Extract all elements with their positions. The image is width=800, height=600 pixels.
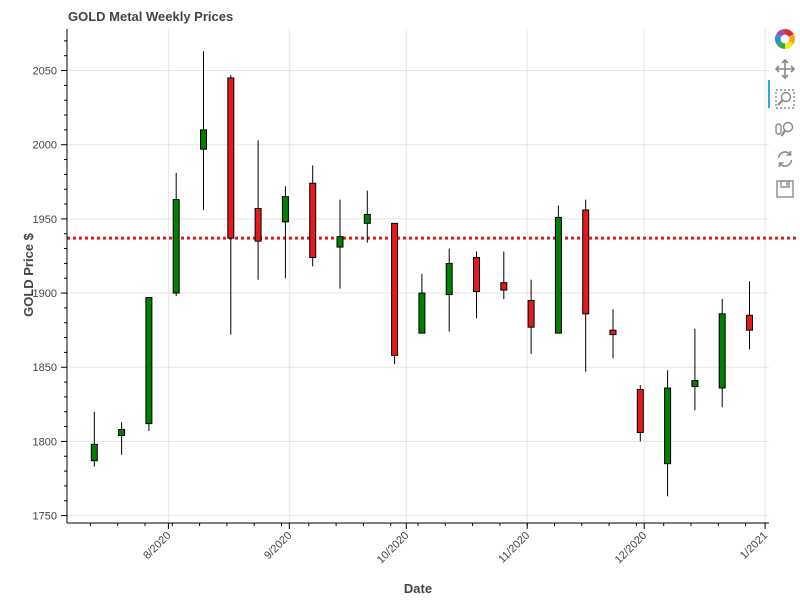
candle-body-down <box>609 329 617 336</box>
candle-2020-09-28 <box>391 222 399 365</box>
y-tick-label: 1750 <box>33 511 57 523</box>
candle-body-down <box>500 282 508 291</box>
candle-2020-12-07 <box>664 370 672 497</box>
candle-body-down <box>473 256 480 293</box>
candle-body-up <box>336 236 344 248</box>
candle-body-up <box>718 313 726 389</box>
candle-2020-10-12 <box>445 248 453 332</box>
chart-title: GOLD Metal Weekly Prices <box>68 9 234 24</box>
wheel-zoom-tool-icon[interactable] <box>772 116 798 142</box>
candle-2020-08-17 <box>227 74 235 335</box>
y-tick-label: 1950 <box>33 214 57 226</box>
candle-2020-09-21 <box>363 190 371 243</box>
save-tool-icon[interactable] <box>772 176 798 202</box>
y-tick-label: 1900 <box>33 288 57 300</box>
y-axis-title: GOLD Price $ <box>21 232 36 317</box>
y-tick-label: 2050 <box>33 66 57 78</box>
grid <box>67 29 769 523</box>
candle-2020-08-31 <box>281 186 289 279</box>
candle-2020-10-26 <box>500 251 508 299</box>
x-tick-label: 8/2020 <box>141 530 173 562</box>
candle-2020-08-03 <box>172 172 180 297</box>
candle-body-down <box>636 388 644 434</box>
candle-2020-11-30 <box>636 385 644 442</box>
candle-body-up <box>200 129 207 150</box>
candle-body-up <box>445 262 453 296</box>
candle-body-up <box>145 297 153 425</box>
y-tick-label: 2000 <box>33 140 57 152</box>
candle-body-up <box>90 443 98 462</box>
candle-2020-11-16 <box>582 199 590 372</box>
x-tick-label: 10/2020 <box>375 530 412 567</box>
candle-2020-07-20 <box>118 422 126 455</box>
bokeh-logo-icon[interactable] <box>772 26 798 52</box>
x-tick-label: 11/2020 <box>496 530 532 566</box>
candle-2020-08-10 <box>200 51 207 210</box>
active-tool-indicator <box>768 80 770 108</box>
candle-body-up <box>554 216 562 334</box>
candle-body-up <box>664 387 672 465</box>
candle-body-down <box>227 77 235 239</box>
candle-body-up <box>118 429 126 436</box>
candle-2020-07-27 <box>145 297 153 432</box>
candles <box>90 51 753 497</box>
candle-2020-12-14 <box>691 328 699 411</box>
candle-body-up <box>172 199 180 294</box>
axes: 1750 1800 1850 1900 1950 2000 2050 8/2020 9/2020… <box>33 29 770 567</box>
candle-2020-11-09 <box>554 205 562 334</box>
candle-2020-07-13 <box>90 411 98 467</box>
x-tick-label: 12/2020 <box>613 530 650 567</box>
candle-2020-12-21 <box>718 298 726 408</box>
candle-body-down <box>391 222 399 356</box>
candle-2020-10-05 <box>418 273 426 334</box>
x-axis-title: Date <box>404 581 432 596</box>
candle-2020-12-28 <box>746 281 753 350</box>
candle-body-up <box>418 292 426 334</box>
candle-body-down <box>254 208 262 242</box>
candle-2020-09-07 <box>309 165 317 267</box>
reset-tool-icon[interactable] <box>772 146 798 172</box>
candle-body-up <box>691 380 699 388</box>
candle-body-down <box>309 182 317 258</box>
candle-2020-09-14 <box>336 199 344 289</box>
candle-2020-11-02 <box>527 279 535 354</box>
y-tick-label: 1800 <box>33 436 57 448</box>
candle-body-down <box>582 209 590 315</box>
x-tick-label: 9/2020 <box>262 530 294 562</box>
pan-tool-icon[interactable] <box>772 56 798 82</box>
candle-body-up <box>363 213 371 224</box>
candle-2020-10-19 <box>473 251 480 319</box>
box-zoom-tool-icon[interactable] <box>772 86 798 112</box>
candle-2020-11-23 <box>609 309 617 359</box>
candle-body-down <box>746 314 753 331</box>
y-tick-label: 1850 <box>33 362 57 374</box>
candle-2020-08-24 <box>254 140 262 280</box>
candle-body-down <box>527 299 535 328</box>
x-tick-label: 1/2021 <box>738 530 770 562</box>
candle-body-up <box>281 196 289 223</box>
